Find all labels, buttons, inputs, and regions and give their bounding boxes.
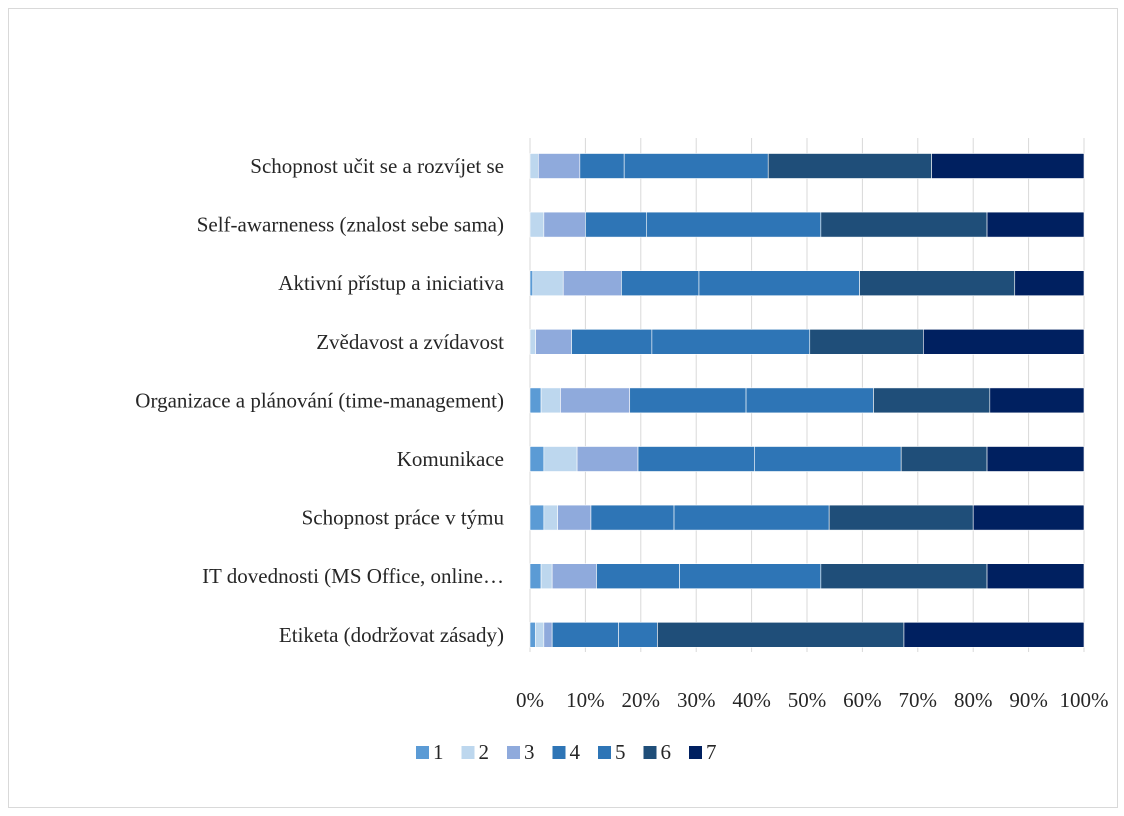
- bar-segment-series-1: [529, 504, 545, 531]
- bar-segment-series-7: [1014, 270, 1085, 297]
- category-label: Schopnost práce v týmu: [302, 506, 505, 530]
- bar-segment-series-5: [651, 328, 811, 355]
- bar-segment-series-7: [986, 211, 1085, 238]
- category-labels: Schopnost učit se a rozvíjet se Self-awar…: [135, 154, 504, 647]
- bar-segment-series-7: [972, 504, 1085, 531]
- bar-segment-series-3: [535, 328, 572, 355]
- bar-segment-series-5: [679, 563, 822, 590]
- bar-segment-series-5: [754, 446, 902, 472]
- bar-segment-series-2: [532, 270, 564, 297]
- category-label: Self-awarneness (znalost sebe sama): [197, 213, 504, 237]
- legend-swatch: [689, 746, 702, 759]
- x-tick-label: 40%: [732, 688, 771, 712]
- bar-segment-series-6: [809, 328, 924, 355]
- legend-swatch: [416, 746, 429, 759]
- category-label: Komunikace: [397, 447, 504, 471]
- bar-area: [529, 153, 1085, 648]
- bar-segment-series-5: [698, 270, 860, 297]
- bar-segment-series-7: [986, 563, 1085, 590]
- x-tick-label: 50%: [788, 688, 827, 712]
- bar-segment-series-3: [560, 387, 631, 414]
- bar-segment-series-5: [745, 387, 874, 414]
- legend-label: 3: [524, 740, 535, 764]
- legend-label: 5: [615, 740, 626, 764]
- bar-segment-series-5: [673, 504, 830, 531]
- x-tick-label: 90%: [1009, 688, 1048, 712]
- bar-segment-series-7: [903, 621, 1085, 648]
- bar-segment-series-1: [529, 621, 536, 648]
- bar-segment-series-5: [646, 211, 822, 238]
- bar-segment-series-4: [590, 504, 675, 531]
- bar-segment-series-7: [923, 328, 1085, 355]
- legend-swatch: [461, 746, 475, 759]
- legend-swatch: [643, 746, 657, 759]
- bar-segment-series-2: [529, 328, 536, 355]
- bar-segment-series-6: [657, 621, 905, 648]
- bar-segment-series-4: [629, 387, 747, 414]
- bar-segment-series-6: [859, 270, 1016, 297]
- category-label: Aktivní přístup a iniciativa: [278, 271, 504, 295]
- x-tick-label: 20%: [622, 688, 661, 712]
- bar-segment-series-2: [529, 211, 545, 238]
- bar-segment-series-6: [873, 387, 991, 414]
- bar-segment-series-6: [900, 446, 988, 472]
- x-tick-label: 30%: [677, 688, 716, 712]
- bar-segment-series-2: [543, 446, 578, 472]
- legend-label: 4: [570, 740, 581, 764]
- x-axis-tick-labels: 0% 10% 20% 30% 40% 50% 60% 70% 80% 90% 100%: [516, 688, 1109, 712]
- bar-segment-series-2: [535, 621, 545, 648]
- bar-segment-series-4: [637, 446, 755, 472]
- category-label: Etiketa (dodržovat zásady): [279, 623, 504, 647]
- bar-segment-series-1: [529, 387, 542, 414]
- legend: 1 2 3 4 5 6 7: [416, 740, 717, 764]
- bar-segment-series-2: [540, 387, 561, 414]
- x-tick-label: 60%: [843, 688, 882, 712]
- bar-segment-series-4: [571, 328, 653, 355]
- bar-segment-series-3: [551, 563, 597, 590]
- bar-segment-series-4: [579, 153, 625, 179]
- bar-segment-series-2: [529, 153, 539, 179]
- bar-segment-series-7: [986, 446, 1085, 472]
- x-tick-label: 10%: [566, 688, 605, 712]
- x-tick-label: 100%: [1060, 688, 1109, 712]
- legend-label: 2: [479, 740, 490, 764]
- bar-segment-series-3: [562, 270, 622, 297]
- bar-segment-series-1: [529, 446, 545, 472]
- category-label: Schopnost učit se a rozvíjet se: [250, 154, 504, 178]
- legend-label: 1: [433, 740, 444, 764]
- bar-segment-series-6: [820, 211, 988, 238]
- legend-swatch: [598, 746, 611, 759]
- legend-swatch: [552, 746, 566, 759]
- bar-segment-series-3: [576, 446, 639, 472]
- bar-segment-series-6: [828, 504, 974, 531]
- bar-segment-series-1: [529, 563, 542, 590]
- bar-segment-series-1: [529, 270, 534, 297]
- bar-segment-series-7: [989, 387, 1085, 414]
- category-label: IT dovednosti (MS Office, online…: [202, 564, 504, 588]
- bar-segment-series-5: [623, 153, 769, 179]
- x-tick-label: 0%: [516, 688, 544, 712]
- bar-segment-series-4: [596, 563, 680, 590]
- legend-swatch: [507, 746, 520, 759]
- bar-segment-series-4: [551, 621, 619, 648]
- bar-segment-series-6: [767, 153, 932, 179]
- category-label: Organizace a plánování (time-management): [135, 388, 504, 412]
- legend-label: 6: [661, 740, 672, 764]
- x-tick-label: 80%: [954, 688, 993, 712]
- bar-segment-series-4: [621, 270, 700, 297]
- bar-segment-series-6: [820, 563, 988, 590]
- bar-segment-series-3: [557, 504, 592, 531]
- bar-segment-series-3: [543, 621, 553, 648]
- x-tick-label: 70%: [899, 688, 938, 712]
- bar-segment-series-3: [543, 211, 586, 238]
- bar-segment-series-5: [618, 621, 658, 648]
- bar-segment-series-7: [931, 153, 1085, 179]
- bar-segment-series-3: [538, 153, 581, 179]
- category-label: Zvědavost a zvídavost: [316, 330, 504, 354]
- bar-segment-series-4: [585, 211, 647, 238]
- bar-segment-series-2: [543, 504, 558, 531]
- legend-label: 7: [706, 740, 717, 764]
- bar-segment-series-2: [540, 563, 553, 590]
